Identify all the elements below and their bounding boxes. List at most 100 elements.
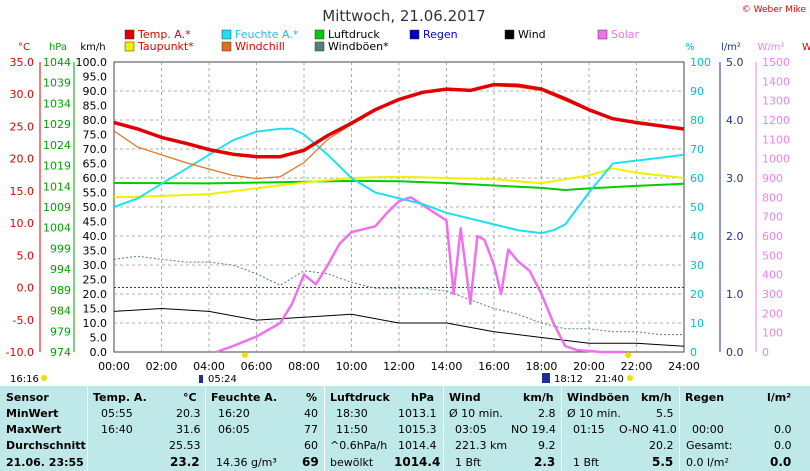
min-temp-time: 05:55 bbox=[101, 407, 133, 420]
solar-tick: 1500 bbox=[762, 56, 790, 69]
rain-tick: 3.0 bbox=[726, 172, 744, 185]
avg-rain-label: Gesamt: bbox=[686, 439, 733, 452]
cur-hum-label: 14.36 g/m³ bbox=[216, 456, 277, 469]
max-temp: 31.6 bbox=[176, 423, 201, 436]
column-divider bbox=[679, 386, 680, 471]
wind-tick: 50.0 bbox=[83, 201, 108, 214]
solar-tick: 1300 bbox=[762, 95, 790, 108]
time-tick: 02:00 bbox=[146, 360, 178, 373]
time-tick: 06:00 bbox=[241, 360, 273, 373]
legend-swatch bbox=[222, 30, 231, 39]
temp-tick: 30.0 bbox=[10, 88, 35, 101]
humidity-tick: 10 bbox=[690, 317, 704, 330]
humidity-tick: 60 bbox=[690, 172, 704, 185]
min-hum-time: 16:20 bbox=[218, 407, 250, 420]
pressure-tick: 994 bbox=[50, 263, 71, 276]
dusk-label: 21:40 bbox=[595, 374, 624, 385]
header-gust-unit: km/h bbox=[641, 391, 672, 404]
cur-press-label: bewölkt bbox=[330, 456, 373, 469]
cur-hum: 69 bbox=[302, 455, 319, 469]
solar-axis-unit: W/m² bbox=[757, 42, 784, 53]
time-tick: 00:00 bbox=[98, 360, 130, 373]
legend-label: Wind bbox=[518, 28, 546, 41]
rain-tick: 1.0 bbox=[726, 288, 744, 301]
avg-wind: 9.2 bbox=[538, 439, 556, 452]
solar-tick: 700 bbox=[762, 211, 783, 224]
grid bbox=[114, 62, 684, 352]
wind-tick: 60.0 bbox=[83, 172, 108, 185]
min-hum: 40 bbox=[304, 407, 318, 420]
temp-axis-unit: °C bbox=[18, 42, 30, 53]
solar-tick: 100 bbox=[762, 327, 783, 340]
legend: Temp. A.* Feuchte A.* Luftdruck Regen Wind So… bbox=[125, 28, 640, 53]
humidity-tick: 70 bbox=[690, 143, 704, 156]
column-divider bbox=[561, 386, 562, 471]
wind-tick: 25.0 bbox=[83, 274, 108, 287]
cur-rain: 0.0 bbox=[770, 455, 791, 469]
solar-tick: 300 bbox=[762, 288, 783, 301]
rain-tick: 0.0 bbox=[726, 346, 744, 359]
sunset-dot bbox=[625, 352, 631, 358]
legend-swatch bbox=[410, 30, 419, 39]
max-temp-time: 16:40 bbox=[101, 423, 133, 436]
time-tick: 20:00 bbox=[573, 360, 605, 373]
avg-hum: 60 bbox=[304, 439, 318, 452]
temp-tick: 15.0 bbox=[10, 185, 35, 198]
wind-tick: 90.0 bbox=[83, 85, 108, 98]
solar-tick: 1000 bbox=[762, 153, 790, 166]
temp-tick: 5.0 bbox=[17, 249, 35, 262]
solar-tick: 600 bbox=[762, 230, 783, 243]
wind-tick: 45.0 bbox=[83, 216, 108, 229]
header-hum-unit: % bbox=[306, 391, 317, 404]
wind-tick: 20.0 bbox=[83, 288, 108, 301]
pressure-tick: 979 bbox=[50, 325, 71, 338]
pressure-tick: 1044 bbox=[43, 56, 71, 69]
header-wind: Wind bbox=[449, 391, 481, 404]
humidity-tick: 0 bbox=[690, 346, 697, 359]
wind-tick: 5.0 bbox=[90, 332, 108, 345]
time-tick: 16:00 bbox=[478, 360, 510, 373]
max-gust-dir: O-NO 41.0 bbox=[619, 423, 677, 436]
time-tick: 24:00 bbox=[668, 360, 700, 373]
time-tick: 18:00 bbox=[526, 360, 558, 373]
humidity-axis-unit: % bbox=[685, 42, 695, 53]
row-label-avg: Durchschnitt bbox=[6, 439, 86, 452]
cur-wind-label: 1 Bft bbox=[455, 456, 481, 469]
sunrise-icon bbox=[199, 375, 203, 383]
wind-tick: 30.0 bbox=[83, 259, 108, 272]
sunrise-dot bbox=[242, 352, 248, 358]
cur-rain-label: 0.0 l/m² bbox=[686, 456, 729, 469]
min-gust-label: Ø 10 min. bbox=[567, 407, 621, 420]
humidity-tick: 80 bbox=[690, 114, 704, 127]
solar-tick: 500 bbox=[762, 249, 783, 262]
legend-swatch bbox=[505, 30, 514, 39]
time-tick: 10:00 bbox=[336, 360, 368, 373]
solar-tick: 800 bbox=[762, 191, 783, 204]
min-press-time: 18:30 bbox=[336, 407, 368, 420]
pressure-tick: 989 bbox=[50, 284, 71, 297]
wind-tick: 75.0 bbox=[83, 129, 108, 142]
humidity-tick: 90 bbox=[690, 85, 704, 98]
legend-swatch bbox=[315, 42, 324, 51]
wind-tick: 35.0 bbox=[83, 245, 108, 258]
header-temp: Temp. A. bbox=[93, 391, 147, 404]
max-wind-time: 03:05 bbox=[455, 423, 487, 436]
cur-temp: 23.2 bbox=[170, 455, 200, 469]
sunset-icon bbox=[542, 373, 550, 383]
pressure-tick: 1014 bbox=[43, 180, 71, 193]
temp-tick: -5.0 bbox=[13, 314, 34, 327]
cur-press: 1014.4 bbox=[394, 455, 440, 469]
weather-chart: Mittwoch, 21.06.2017 © Weber Mike Temp. … bbox=[0, 0, 810, 386]
humidity-tick: 50 bbox=[690, 201, 704, 214]
header-hum: Feuchte A. bbox=[211, 391, 277, 404]
pressure-tick: 1019 bbox=[43, 160, 71, 173]
series-tempa-line bbox=[114, 85, 684, 157]
min-press: 1013.1 bbox=[398, 407, 437, 420]
wind-axis-unit: km/h bbox=[80, 42, 105, 53]
sunrise-label: 05:24 bbox=[208, 374, 237, 385]
min-gust: 5.5 bbox=[656, 407, 674, 420]
rain-tick: 5.0 bbox=[726, 56, 744, 69]
temp-tick: 20.0 bbox=[10, 153, 35, 166]
wind-tick: 10.0 bbox=[83, 317, 108, 330]
max-hum: 77 bbox=[304, 423, 318, 436]
